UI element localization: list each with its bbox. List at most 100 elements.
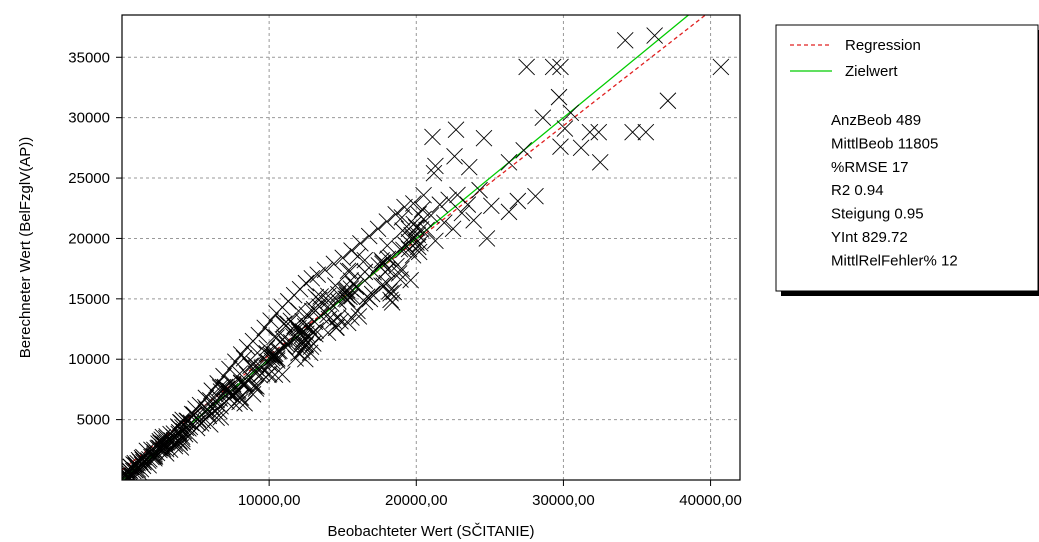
scatter-point	[404, 230, 422, 247]
scatter-point	[198, 401, 215, 418]
scatter-point	[394, 222, 411, 239]
grid	[122, 15, 740, 480]
legend-stat: YInt 829.72	[831, 229, 908, 246]
scatter-point	[290, 302, 307, 320]
legend-stat: Steigung 0.95	[831, 206, 924, 223]
scatter-point	[393, 260, 410, 277]
scatter-point	[395, 241, 412, 259]
legend-label: Zielwert	[845, 63, 898, 80]
scatter-point	[465, 212, 482, 229]
y-tick-label: 10000	[68, 351, 110, 368]
scatter-point	[247, 380, 265, 397]
scatter-point	[444, 220, 462, 238]
x-tick-label: 10000,00	[238, 492, 301, 509]
scatter-point	[342, 280, 360, 297]
scatter-point	[425, 164, 443, 182]
scatter-point	[282, 312, 300, 330]
scatter-point	[310, 291, 328, 309]
scatter-point	[134, 451, 152, 469]
scatter-point	[424, 128, 441, 146]
scatter-point	[165, 428, 183, 446]
scatter-point	[356, 263, 374, 281]
scatter-point	[387, 205, 405, 223]
scatter-point	[390, 265, 408, 282]
scatter-point	[404, 246, 422, 264]
scatter-point	[342, 272, 360, 289]
scatter-point	[170, 425, 187, 443]
scatter-point	[360, 227, 378, 245]
scatter-point	[307, 325, 324, 343]
scatter-point	[449, 186, 466, 204]
scatter-point	[431, 196, 449, 213]
scatter-point	[446, 147, 463, 165]
scatter-point	[471, 181, 488, 199]
scatter-point	[341, 288, 358, 306]
scatter-point	[552, 58, 569, 76]
legend-box	[775, 24, 1039, 292]
scatter-point	[515, 141, 533, 159]
axis-ticks: 10000,00 20000,00 30000,00 40000,00 5000 1000…	[68, 49, 742, 509]
scatter-point	[483, 197, 500, 215]
scatter-point	[459, 196, 477, 213]
scatter-point	[226, 395, 243, 412]
scatter-point	[385, 283, 402, 301]
scatter-point	[199, 405, 217, 422]
scatter-point	[343, 309, 360, 326]
scatter-point	[447, 121, 465, 139]
scatter-point	[189, 414, 206, 432]
scatter-point	[550, 88, 568, 106]
scatter-point	[534, 109, 552, 126]
scatter-point	[268, 351, 285, 368]
scatter-point	[148, 444, 166, 462]
scatter-point	[562, 104, 580, 122]
scatter-point	[212, 408, 230, 426]
scatter-point	[151, 432, 169, 450]
legend-label: Regression	[845, 37, 921, 54]
y-tick-label: 25000	[68, 170, 110, 187]
scatter-point	[122, 462, 136, 479]
scatter-point	[287, 350, 304, 367]
scatter-point	[232, 346, 250, 363]
scatter-point	[253, 365, 271, 382]
scatter-point	[378, 213, 396, 230]
scatter-point	[418, 221, 435, 239]
scatter-point	[396, 198, 413, 216]
scatter-point	[263, 352, 281, 370]
scatter-point	[221, 360, 238, 378]
scatter-point	[427, 157, 444, 175]
scatter-point	[221, 382, 239, 400]
target-line	[122, 15, 690, 480]
scatter-point	[637, 123, 655, 141]
scatter-point	[249, 344, 266, 362]
scatter-point	[527, 187, 544, 205]
y-tick-label: 30000	[68, 110, 110, 127]
scatter-point	[235, 350, 253, 367]
scatter-point	[397, 236, 414, 254]
scatter-point	[339, 262, 357, 280]
scatter-point	[392, 271, 409, 288]
scatter-point	[712, 58, 730, 76]
scatter-point	[590, 123, 608, 141]
scatter-point	[339, 314, 357, 332]
scatter-point	[453, 204, 471, 222]
scatter-point	[171, 433, 188, 450]
scatter-point	[293, 333, 311, 351]
scatter-point	[410, 243, 428, 261]
scatter-point	[250, 326, 268, 344]
scatter-point	[220, 385, 238, 403]
legend-stat: %RMSE 17	[831, 159, 909, 176]
scatter-point	[350, 308, 368, 325]
scatter-point	[327, 277, 344, 294]
scatter-point	[352, 234, 369, 252]
scatter-point	[138, 442, 156, 460]
scatter-point	[659, 92, 677, 110]
scatter-point	[337, 290, 354, 308]
scatter-point	[500, 203, 518, 221]
scatter-point	[176, 425, 194, 443]
legend-stat: MittlBeob 11805	[831, 135, 938, 152]
scatter-point	[296, 317, 314, 335]
scatter-point	[544, 58, 562, 76]
scatter-point	[224, 377, 242, 394]
scatter-point	[262, 312, 279, 329]
